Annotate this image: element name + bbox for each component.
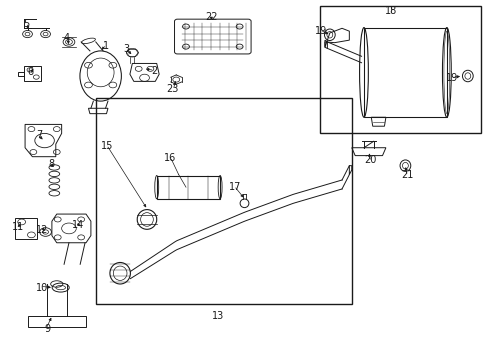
Text: 19: 19 — [315, 26, 327, 36]
Text: 23: 23 — [166, 84, 178, 94]
Text: 11: 11 — [12, 222, 24, 231]
Text: 5: 5 — [23, 19, 29, 29]
Text: 7: 7 — [37, 130, 43, 140]
Text: 6: 6 — [28, 67, 34, 77]
Text: 8: 8 — [49, 159, 55, 169]
Bar — [363, 28, 446, 117]
Text: 3: 3 — [123, 44, 129, 54]
Text: 16: 16 — [164, 153, 176, 163]
Text: 18: 18 — [384, 6, 396, 17]
Text: 1: 1 — [102, 41, 108, 50]
Text: 17: 17 — [228, 182, 241, 192]
Text: 15: 15 — [101, 141, 113, 151]
Text: 12: 12 — [37, 225, 49, 235]
Text: 14: 14 — [71, 220, 83, 230]
Text: 9: 9 — [44, 324, 50, 334]
Bar — [96, 98, 351, 304]
Text: 21: 21 — [401, 170, 413, 180]
Text: 13: 13 — [211, 311, 224, 321]
Bar — [320, 6, 480, 134]
Bar — [157, 176, 220, 199]
Text: 22: 22 — [204, 12, 217, 22]
Text: 19: 19 — [445, 73, 457, 83]
Text: 20: 20 — [364, 155, 376, 165]
Text: 4: 4 — [63, 33, 69, 43]
Text: 10: 10 — [36, 283, 48, 293]
Text: 2: 2 — [151, 66, 157, 76]
